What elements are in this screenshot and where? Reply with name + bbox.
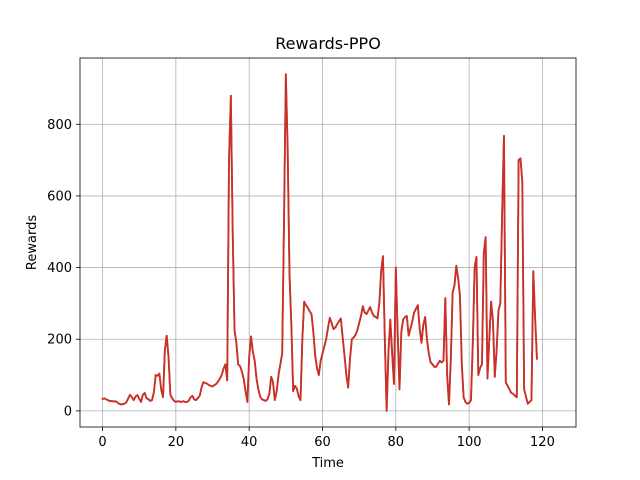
y-tick-label: 800 (47, 118, 72, 133)
chart-title: Rewards-PPO (275, 34, 381, 53)
grid-layer (80, 58, 576, 427)
rewards-series-line (101, 73, 538, 412)
x-tick-label: 20 (168, 435, 185, 450)
x-tick-label: 80 (388, 435, 405, 450)
series-layer (101, 73, 538, 412)
x-tick-label: 100 (457, 435, 482, 450)
y-axis-label: Rewards (25, 215, 40, 270)
x-tick-label: 0 (98, 435, 106, 450)
x-axis-label: Time (311, 456, 344, 471)
x-tick-label: 40 (241, 435, 258, 450)
y-tick-label: 200 (47, 333, 72, 348)
x-tick-label: 60 (314, 435, 331, 450)
tick-layer: 0 20 40 60 80 100 120 0 200 400 600 800 (47, 118, 555, 450)
y-tick-label: 0 (64, 404, 72, 419)
plot-area-frame (79, 57, 577, 428)
x-tick-label: 120 (530, 435, 555, 450)
y-tick-label: 400 (47, 261, 72, 276)
y-tick-label: 600 (47, 189, 72, 204)
